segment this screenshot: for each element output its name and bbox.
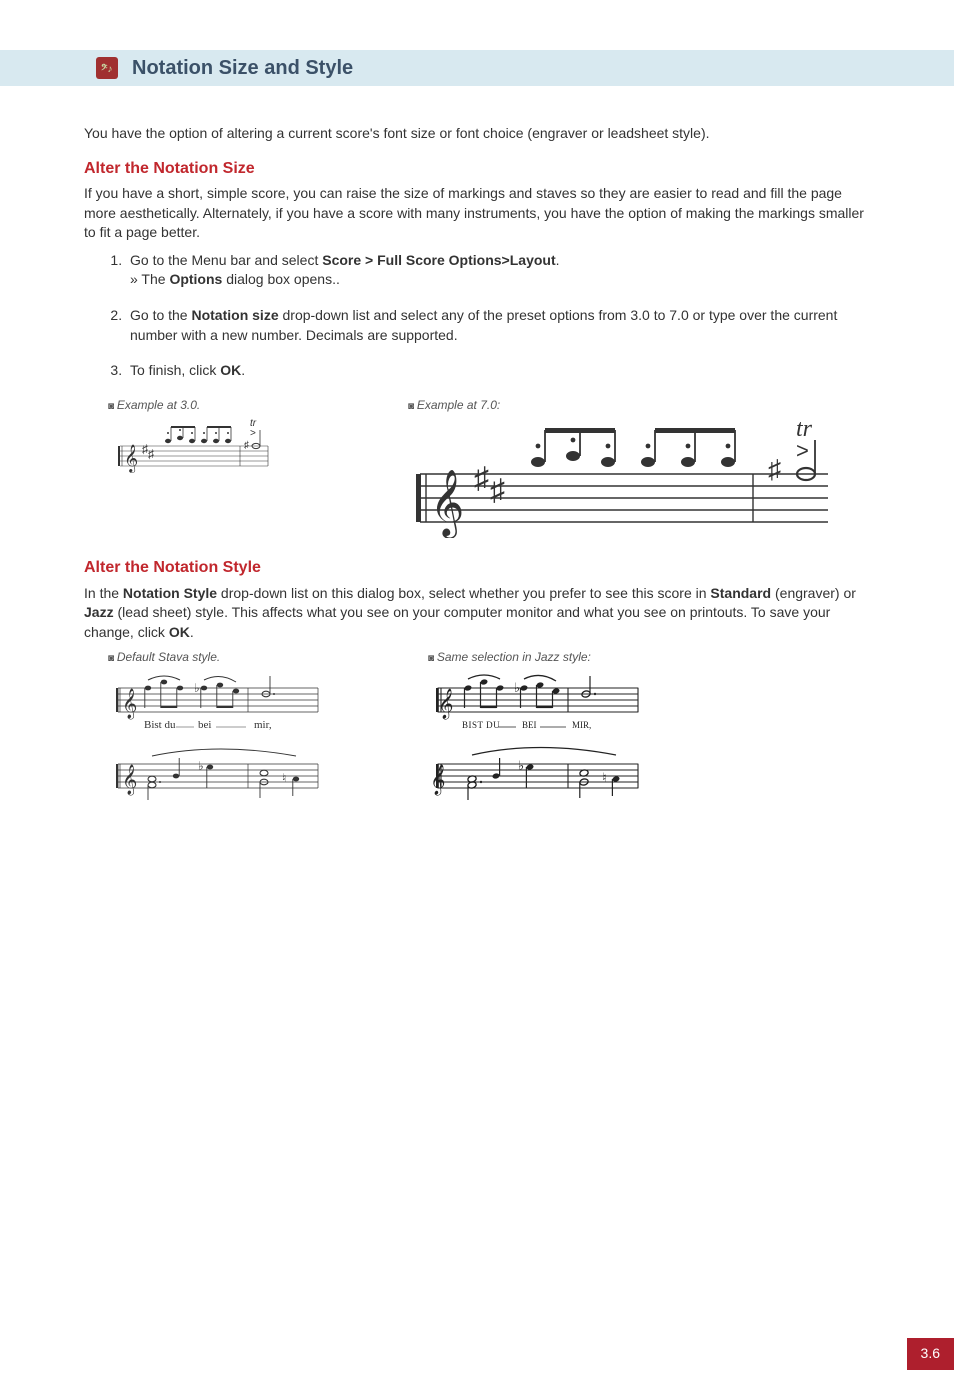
s2h: OK [169,624,190,640]
step1-text-c: . [556,252,560,268]
example-size-small: Example at 3.0. 𝄞 ♯ ♯ [108,397,288,544]
section2-body: In the Notation Style drop-down list on … [84,584,870,643]
svg-text:♮: ♮ [602,770,607,785]
section1-body: If you have a short, simple score, you c… [84,184,870,243]
svg-text:bei: bei [198,719,211,731]
svg-text:MIR,: MIR, [572,720,591,730]
svg-text:𝄞: 𝄞 [124,445,138,473]
step1-sub-c: dialog box opens.. [222,271,340,287]
example-label-jazz: Same selection in Jazz style: [428,649,648,666]
notation-example-small: 𝄞 ♯ ♯ [108,418,288,482]
step3-text-a: To finish, click [130,362,220,378]
svg-text:mir,: mir, [254,719,272,731]
header-band: 𝄢♪ Notation Size and Style [0,50,954,86]
step1-sub: » The Options dialog box opens.. [130,270,870,290]
step3-text-b: OK [220,362,241,378]
step1-text-b: Score > Full Score Options>Layout [322,252,555,268]
svg-text:♯: ♯ [474,462,489,495]
example-label-small: Example at 3.0. [108,397,288,414]
step-2: Go to the Notation size drop-down list a… [126,306,870,345]
svg-text:♮: ♮ [282,771,286,785]
example-style-standard: Default Stava style. 𝄞 [108,649,328,826]
svg-text:♯: ♯ [244,440,249,451]
svg-text:♯: ♯ [490,474,505,507]
step-1: Go to the Menu bar and select Score > Fu… [126,251,870,290]
page-title: Notation Size and Style [132,54,353,82]
s2c: drop-down list on this dialog box, selec… [217,585,710,601]
section-heading-style: Alter the Notation Style [84,557,870,579]
s2b: Notation Style [123,585,217,601]
svg-text:>: > [796,438,809,463]
svg-text:♭: ♭ [518,758,524,773]
app-icon: 𝄢♪ [96,57,118,79]
svg-text:𝄞: 𝄞 [437,688,456,720]
step1-sub-a: » The [130,271,169,287]
section-heading-size: Alter the Notation Size [84,158,870,180]
intro-text: You have the option of altering a curren… [84,124,870,144]
svg-text:𝄞: 𝄞 [429,764,448,796]
svg-text:>: > [250,428,256,439]
step1-sub-b: Options [169,271,222,287]
s2f: Jazz [84,604,114,620]
step1-text-a: Go to the Menu bar and select [130,252,322,268]
notation-example-large: 𝄞 ♯ ♯ [408,418,828,538]
s2a: In the [84,585,123,601]
svg-text:𝄞: 𝄞 [122,764,137,796]
svg-text:BIST DU: BIST DU [462,720,500,730]
step-3: To finish, click OK. [126,361,870,381]
examples-style: Default Stava style. 𝄞 [108,649,870,826]
steps-list: Go to the Menu bar and select Score > Fu… [112,251,870,381]
svg-text:♭: ♭ [514,680,520,695]
s2e: (engraver) or [771,585,856,601]
svg-text:𝄢♪: 𝄢♪ [101,63,112,75]
example-label-standard: Default Stava style. [108,649,328,666]
svg-text:♭: ♭ [198,759,204,773]
svg-text:♯: ♯ [148,447,154,461]
svg-text:♯: ♯ [768,454,781,484]
svg-text:BEI: BEI [522,720,537,730]
step2-text-a: Go to the [130,307,191,323]
notation-jazz: 𝄞 ♭ [428,670,648,820]
svg-text:𝄞: 𝄞 [430,470,464,538]
svg-text:𝄞: 𝄞 [122,688,137,720]
step3-text-c: . [241,362,245,378]
content-area: You have the option of altering a curren… [0,86,954,825]
example-style-jazz: Same selection in Jazz style: 𝄞 [428,649,648,826]
svg-text:Bist du: Bist du [144,719,176,731]
svg-text:♭: ♭ [194,681,200,695]
s2g: (lead sheet) style. This affects what yo… [84,604,830,640]
example-label-large: Example at 7.0: [408,397,828,414]
s2i: . [190,624,194,640]
notation-standard: 𝄞 ♭ [108,670,328,820]
example-size-large: Example at 7.0: 𝄞 ♯ ♯ [408,397,828,544]
page-number-badge: 3.6 [907,1338,954,1370]
s2d: Standard [710,585,771,601]
step2-text-b: Notation size [191,307,278,323]
examples-size: Example at 3.0. 𝄞 ♯ ♯ [108,397,870,544]
